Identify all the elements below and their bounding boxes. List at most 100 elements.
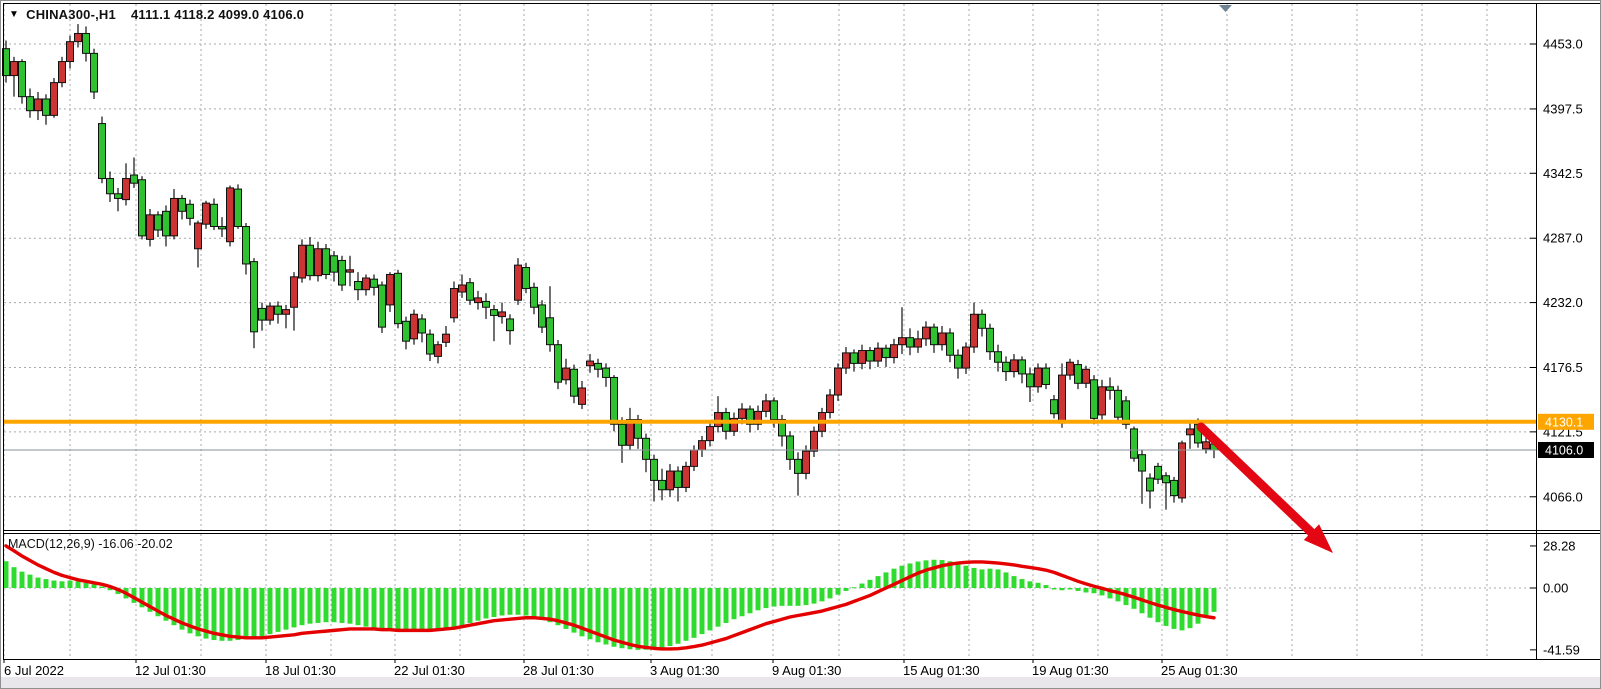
macd-histogram-bar	[283, 588, 289, 630]
price-axis-label: 4176.5	[1543, 360, 1583, 375]
candle-body	[754, 410, 762, 425]
candle-body	[650, 458, 658, 481]
macd-histogram-bar	[643, 588, 649, 650]
candle-body	[962, 346, 970, 369]
macd-plot-area[interactable]	[4, 534, 1536, 659]
macd-histogram-bar	[683, 588, 689, 641]
macd-histogram-bar	[363, 588, 369, 627]
candle-body	[690, 449, 698, 467]
candle-body	[714, 412, 722, 428]
macd-histogram-bar	[1043, 585, 1049, 588]
macd-histogram-bar	[451, 588, 457, 628]
candle-body	[506, 318, 514, 332]
macd-histogram-bar	[547, 588, 553, 623]
macd-histogram-bar	[707, 588, 713, 631]
current-price-tag	[1538, 441, 1594, 458]
macd-histogram-bar	[1187, 588, 1193, 629]
candle-body	[1090, 379, 1098, 419]
macd-histogram-bar	[267, 588, 273, 635]
macd-histogram-bar	[107, 588, 113, 591]
macd-histogram-bar	[851, 587, 857, 589]
macd-histogram-bar	[323, 588, 329, 623]
candle-body	[282, 309, 290, 315]
candle-body	[514, 264, 522, 301]
candle-body	[410, 313, 418, 340]
candle-body	[1114, 389, 1122, 418]
candle-body	[626, 419, 634, 446]
macd-histogram-bar	[139, 588, 145, 608]
macd-histogram-bar	[1011, 576, 1017, 588]
candle-body	[242, 226, 250, 265]
macd-histogram-bar	[211, 588, 217, 641]
macd-histogram-bar	[787, 588, 793, 606]
macd-histogram-bar	[995, 569, 1001, 588]
candle-body	[866, 350, 874, 362]
candle-body	[850, 352, 858, 364]
macd-histogram-bar	[627, 588, 633, 650]
window-bottom-strip	[1, 677, 1600, 688]
candle-body	[762, 400, 770, 412]
candle-body	[34, 98, 42, 112]
candle-body	[618, 423, 626, 446]
macd-histogram-bar	[699, 588, 705, 635]
time-axis-label: 25 Aug 01:30	[1161, 663, 1238, 678]
macd-histogram-bar	[315, 588, 321, 623]
candle-body	[1058, 374, 1066, 424]
macd-histogram-bar	[467, 588, 473, 623]
candle-body	[1138, 454, 1146, 472]
symbol-timeframe-label: CHINA300-,H1	[26, 7, 116, 22]
trend-arrow-shaft[interactable]	[1196, 422, 1318, 539]
candle-body	[930, 326, 938, 346]
macd-histogram-bar	[939, 560, 945, 588]
macd-histogram-bar	[1003, 572, 1009, 588]
quote-popup-triangle-icon[interactable]: ▼	[9, 8, 20, 20]
candle-body	[466, 282, 474, 301]
time-axis-label: 18 Jul 01:30	[265, 663, 336, 678]
candle-body	[1202, 441, 1210, 450]
macd-histogram-bar	[147, 588, 153, 612]
macd-histogram-bar	[835, 588, 841, 595]
candle-body	[914, 338, 922, 348]
macd-histogram-bar	[603, 588, 609, 645]
candle-body	[578, 387, 586, 405]
candle-body	[42, 98, 50, 116]
macd-histogram-bar	[899, 565, 905, 588]
macd-histogram-bar	[19, 571, 25, 588]
bar-position-marker-icon[interactable]	[1219, 5, 1232, 12]
main-plot-area[interactable]	[4, 4, 1536, 530]
macd-histogram-bar	[83, 582, 89, 588]
time-axis-label: 6 Jul 2022	[4, 663, 64, 678]
macd-histogram-bar	[411, 588, 417, 632]
macd-histogram-bar	[723, 588, 729, 623]
macd-histogram-bar	[795, 588, 801, 606]
time-axis-label: 28 Jul 01:30	[523, 663, 594, 678]
current-price-tag-text: 4106.0	[1545, 443, 1583, 457]
macd-histogram-bar	[555, 588, 561, 626]
candle-body	[1074, 364, 1082, 384]
candle-body	[1050, 399, 1058, 415]
candle-body	[58, 61, 66, 84]
macd-histogram-bar	[755, 588, 761, 611]
candle-body	[1146, 477, 1154, 492]
macd-histogram-bar	[163, 588, 169, 621]
macd-histogram-bar	[715, 588, 721, 627]
macd-histogram-bar	[763, 588, 769, 609]
macd-histogram-bar	[1099, 588, 1105, 596]
trend-arrow-head-icon[interactable]	[1303, 524, 1333, 553]
macd-histogram-bar	[179, 588, 185, 630]
time-axis[interactable]	[3, 660, 1536, 677]
macd-histogram-bar	[91, 584, 97, 588]
candle-body	[706, 426, 714, 442]
candle-body	[882, 347, 890, 359]
candle-body	[346, 269, 354, 273]
macd-histogram-bar	[243, 588, 249, 639]
candle-body	[26, 96, 34, 112]
macd-signal-line	[4, 544, 1216, 651]
macd-histogram-bar	[691, 588, 697, 638]
time-axis-label: 3 Aug 01:30	[650, 663, 719, 678]
macd-histogram-bar	[435, 588, 441, 631]
candle-body	[458, 284, 466, 293]
macd-histogram-bar	[1115, 588, 1121, 602]
time-axis-label: 9 Aug 01:30	[772, 663, 841, 678]
